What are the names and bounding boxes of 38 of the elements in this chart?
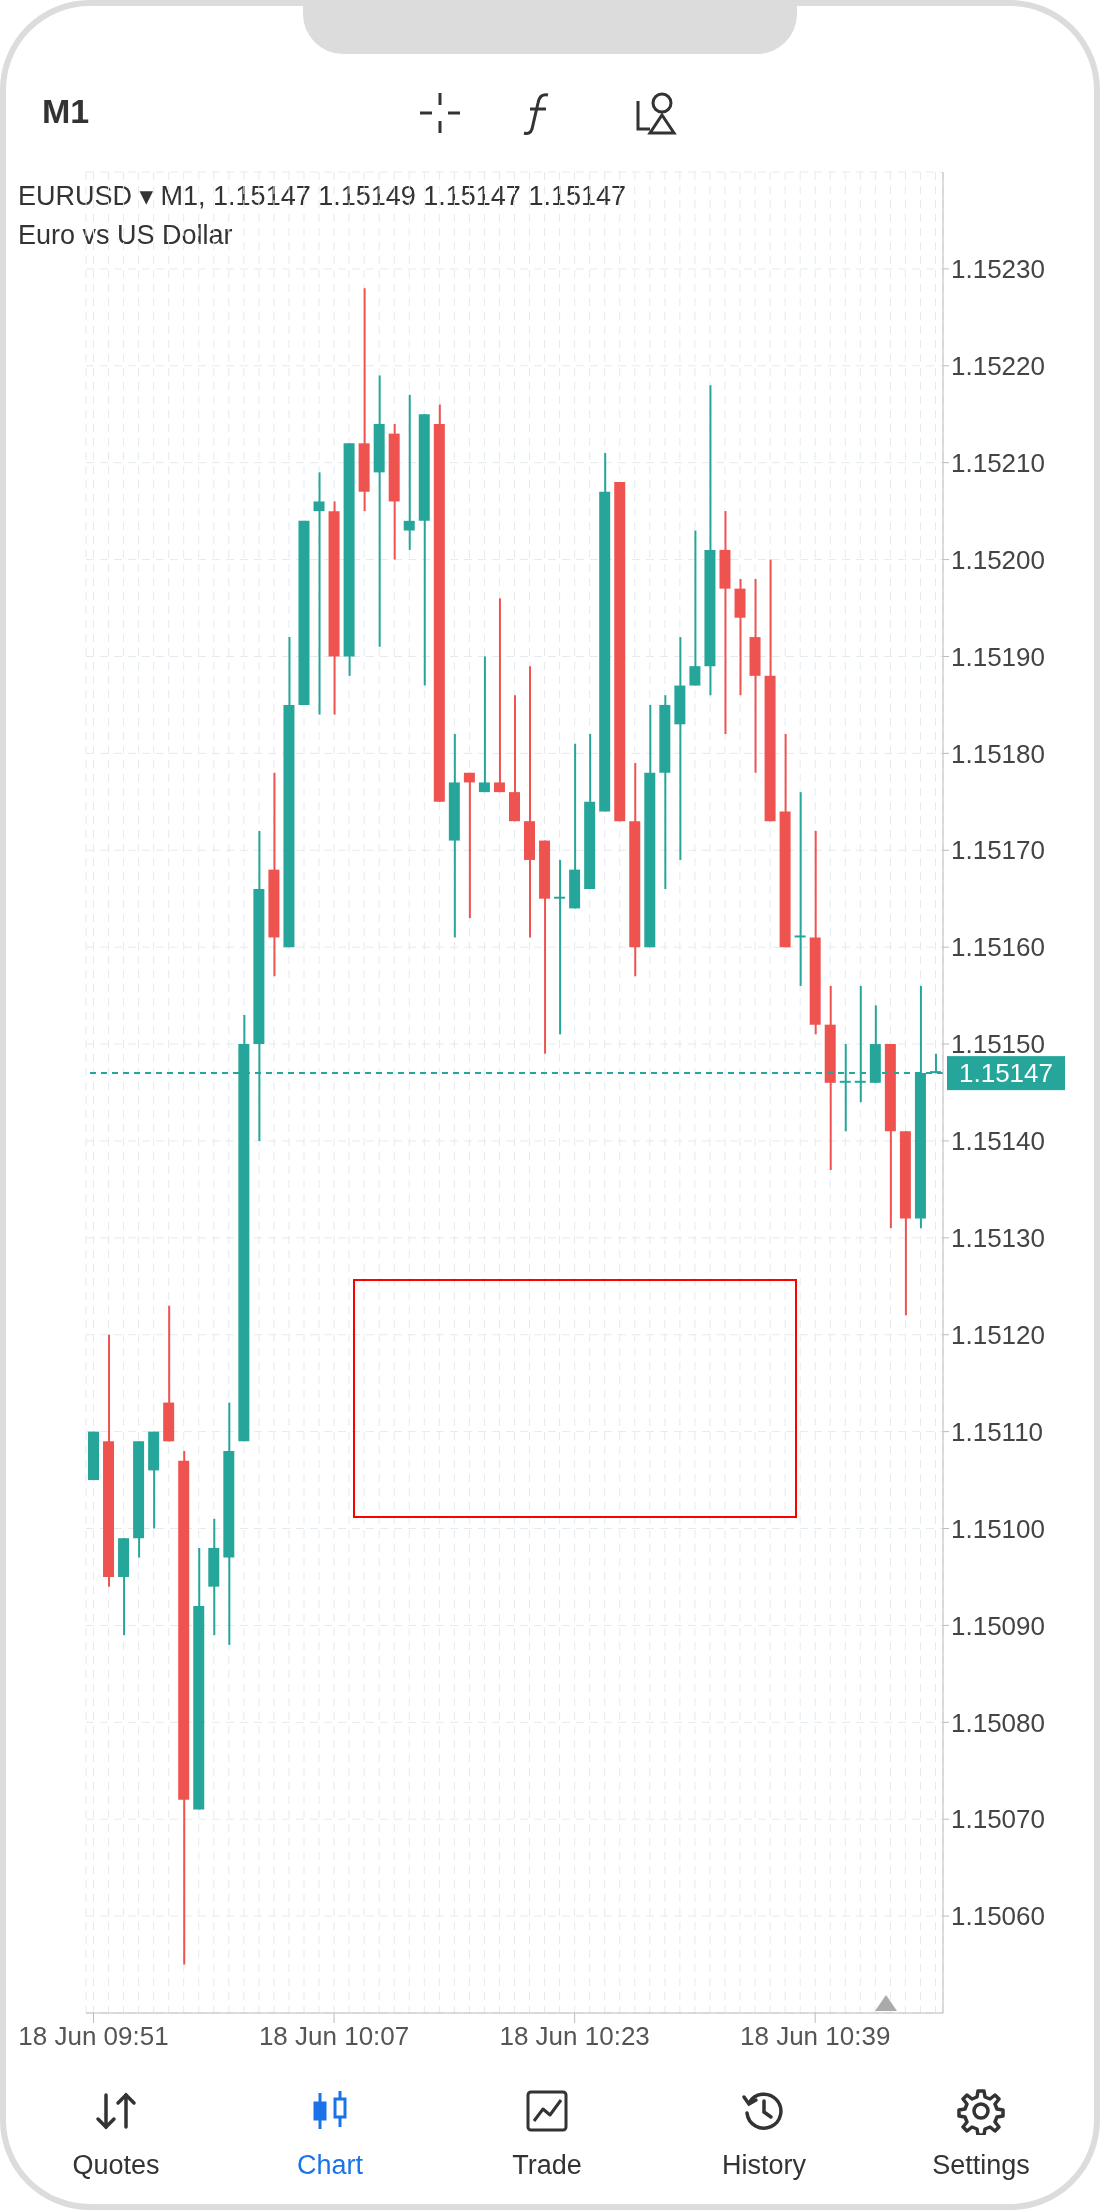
y-tick-label: 1.15230 xyxy=(951,254,1045,285)
ref-line-label: 1.15147 xyxy=(959,1058,1053,1089)
y-tick-label: 1.15060 xyxy=(951,1901,1045,1932)
chart-title: EURUSD ▾ M1, 1.15147 1.15149 1.15147 1.15147 xyxy=(18,180,626,212)
candlestick xyxy=(313,472,325,715)
y-tick-label: 1.15070 xyxy=(951,1804,1045,1835)
x-tick-label: 18 Jun 10:07 xyxy=(258,2021,410,2051)
candlestick xyxy=(478,656,490,793)
y-tick-label: 1.15140 xyxy=(951,1126,1045,1157)
candlestick xyxy=(463,772,475,919)
y-tick-label: 1.15220 xyxy=(951,351,1045,382)
y-tick-label: 1.15200 xyxy=(951,544,1045,575)
y-tick-label: 1.15080 xyxy=(951,1707,1045,1738)
text: Quotes xyxy=(71,2150,161,2181)
y-tick-label: 1.15210 xyxy=(951,447,1045,478)
y-tick-label: 1.15110 xyxy=(951,1416,1044,1447)
y-tick-label: 1.15170 xyxy=(951,835,1045,866)
y-tick-label: 1.15090 xyxy=(951,1610,1045,1641)
y-tick-label: 1.15100 xyxy=(951,1513,1045,1544)
candlestick xyxy=(554,859,566,1035)
y-tick-label: 1.15130 xyxy=(951,1223,1045,1254)
y-tick-label: 1.15190 xyxy=(951,641,1045,672)
y-tick-label: 1.15160 xyxy=(951,932,1045,963)
text: M1 xyxy=(42,92,90,131)
y-tick-label: 1.15120 xyxy=(951,1319,1045,1350)
candlestick xyxy=(493,598,505,793)
x-tick-label: 18 Jun 10:39 xyxy=(740,2021,891,2051)
candlestick xyxy=(403,394,415,550)
text: Trade xyxy=(511,2150,583,2181)
y-tick-label: 1.15180 xyxy=(951,738,1045,769)
text: History xyxy=(721,2150,807,2181)
x-tick-label: 18 Jun 10:23 xyxy=(499,2021,650,2051)
y-tick-label: 1.15150 xyxy=(951,1029,1045,1060)
x-tick-label: 18 Jun 09:51 xyxy=(18,2021,169,2051)
candlestick xyxy=(794,792,806,986)
text: Euro vs US Dollar xyxy=(18,220,233,251)
text: Chart xyxy=(296,2150,364,2181)
text: Settings xyxy=(931,2150,1031,2181)
